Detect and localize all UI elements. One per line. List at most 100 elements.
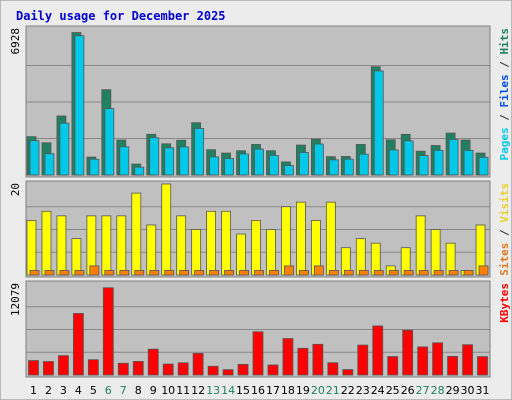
bar-sites-day-19 <box>299 270 309 276</box>
x-tick-day-20: 20 <box>311 384 325 397</box>
bar-sites-day-31 <box>478 265 489 276</box>
bar-sites-day-21 <box>328 270 339 276</box>
bar-files-day-13 <box>209 156 220 176</box>
bar-files-day-8 <box>134 166 145 176</box>
x-tick-day-14: 14 <box>221 384 235 397</box>
bar-sites-day-30 <box>463 270 474 276</box>
bar-files-day-28 <box>433 149 444 176</box>
bar-sites-day-24 <box>373 270 384 276</box>
bar-sites-day-16 <box>254 270 264 276</box>
panel-kbytes: 12079 KBytes <box>9 280 511 378</box>
x-tick-day-8: 8 <box>135 384 142 397</box>
bar-sites-day-25 <box>388 270 399 276</box>
bar-kbytes-day-9 <box>147 348 159 376</box>
bar-visits-day-6 <box>101 215 112 276</box>
bar-files-day-3 <box>59 122 70 176</box>
bar-files-day-17 <box>269 154 279 176</box>
bar-sites-day-12 <box>194 270 205 276</box>
bar-files-day-1 <box>29 140 40 176</box>
x-tick-day-1: 1 <box>30 384 37 397</box>
panel-visits_sites: 20 Sites / Visits <box>9 180 511 278</box>
bar-kbytes-day-10 <box>162 363 174 376</box>
bar-visits-day-19 <box>296 201 306 276</box>
bar-sites-day-28 <box>433 270 444 276</box>
bar-kbytes-day-15 <box>237 363 249 376</box>
bar-visits-day-16 <box>251 219 261 276</box>
x-tick-day-23: 23 <box>356 384 370 397</box>
x-tick-day-29: 29 <box>446 384 460 397</box>
bar-kbytes-day-31 <box>477 356 488 376</box>
bar-sites-day-8 <box>134 270 145 276</box>
bar-kbytes-day-21 <box>327 362 339 376</box>
bar-files-day-15 <box>239 153 249 176</box>
panel-hits_files_pages: 6928 Pages / Files / Hits <box>9 25 511 178</box>
bar-visits-day-13 <box>206 210 217 276</box>
bar-kbytes-day-25 <box>387 356 399 376</box>
x-tick-day-26: 26 <box>401 384 415 397</box>
bar-files-day-12 <box>194 128 205 176</box>
bar-kbytes-day-2 <box>43 361 54 376</box>
bar-sites-day-14 <box>224 270 234 276</box>
x-tick-day-28: 28 <box>431 384 445 397</box>
bar-visits-day-27 <box>415 215 426 276</box>
bar-kbytes-day-20 <box>312 343 324 376</box>
x-tick-day-16: 16 <box>251 384 265 397</box>
side-label-segment: Visits <box>498 183 511 223</box>
bar-files-day-25 <box>388 149 399 176</box>
bar-sites-day-27 <box>418 270 429 276</box>
bar-files-day-7 <box>119 146 130 176</box>
bar-files-day-30 <box>463 149 474 176</box>
x-tick-day-25: 25 <box>386 384 400 397</box>
x-tick-day-31: 31 <box>476 384 490 397</box>
bar-files-day-19 <box>299 152 309 176</box>
bar-kbytes-day-5 <box>87 359 99 376</box>
side-label-kbytes: KBytes <box>498 283 511 323</box>
bar-files-day-16 <box>254 148 264 176</box>
x-tick-day-18: 18 <box>281 384 295 397</box>
bar-visits-day-3 <box>56 215 67 276</box>
bar-files-day-14 <box>224 158 234 176</box>
bar-visits-day-23 <box>355 238 366 276</box>
side-label-segment: / <box>498 108 511 128</box>
side-label-hits_files_pages: Pages / Files / Hits <box>498 28 511 161</box>
bar-kbytes-day-14 <box>222 369 234 376</box>
bar-kbytes-day-28 <box>432 342 444 376</box>
bar-visits-day-1 <box>26 219 37 276</box>
bar-files-day-5 <box>89 158 100 176</box>
bar-files-day-11 <box>179 146 190 176</box>
bar-files-day-26 <box>403 140 414 176</box>
bar-visits-day-2 <box>41 210 52 276</box>
x-tick-day-17: 17 <box>266 384 280 397</box>
side-label-segment: / <box>498 55 511 75</box>
bar-files-day-9 <box>149 137 160 176</box>
bar-kbytes-day-7 <box>117 362 129 376</box>
bar-visits-day-12 <box>191 229 202 276</box>
x-tick-day-2: 2 <box>45 384 52 397</box>
bar-visits-day-21 <box>325 201 336 276</box>
x-tick-day-27: 27 <box>416 384 430 397</box>
bar-sites-day-26 <box>403 270 414 276</box>
x-tick-day-22: 22 <box>341 384 355 397</box>
bar-kbytes-day-26 <box>402 329 414 376</box>
bar-kbytes-day-19 <box>297 347 309 376</box>
bar-kbytes-day-8 <box>132 361 144 376</box>
bar-kbytes-day-18 <box>282 338 294 376</box>
bar-files-day-18 <box>284 165 294 176</box>
bar-visits-day-14 <box>221 210 231 276</box>
bar-visits-day-11 <box>176 215 187 276</box>
bar-files-day-23 <box>358 153 369 176</box>
bar-visits-day-9 <box>146 224 157 276</box>
bar-files-day-24 <box>373 70 384 176</box>
bar-sites-day-6 <box>104 270 115 276</box>
side-label-segment: Files <box>498 74 511 107</box>
bar-kbytes-day-1 <box>28 360 39 376</box>
bar-files-day-10 <box>164 147 175 176</box>
bar-sites-day-17 <box>269 270 279 276</box>
y-max-label: 12079 <box>9 283 22 316</box>
bar-files-day-4 <box>74 35 85 176</box>
side-label-segment: Hits <box>498 28 511 55</box>
x-tick-day-6: 6 <box>105 384 112 397</box>
x-tick-day-9: 9 <box>150 384 157 397</box>
bar-visits-day-8 <box>131 192 142 276</box>
